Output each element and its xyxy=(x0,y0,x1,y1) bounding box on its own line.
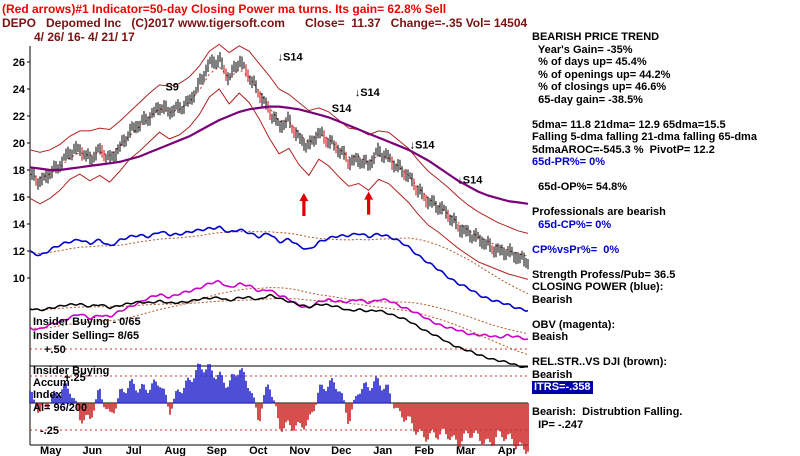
panel-line: % of days up= 45.4% xyxy=(532,56,647,68)
panel-line: CLOSING POWER (blue): xyxy=(532,281,664,293)
chart-title-line: DEPO Depomed Inc (C)2017 www.tigersoft.c… xyxy=(2,16,528,30)
panel-line: OBV (magenta): xyxy=(532,318,616,331)
panel-line xyxy=(532,194,800,207)
svg-text:Mar: Mar xyxy=(456,445,476,456)
closing-power-line xyxy=(29,225,529,312)
svg-text:Feb: Feb xyxy=(414,445,434,456)
svg-text:14: 14 xyxy=(13,219,26,231)
panel-line: CP%vsPr%= 0% xyxy=(532,243,620,256)
svg-text:16: 16 xyxy=(13,192,25,204)
panel-line: 5dma= 11.8 21dma= 12.9 65dma=15.5 xyxy=(532,118,726,131)
svg-text:24: 24 xyxy=(13,84,26,96)
panel-line: % of openings up= 44.2% xyxy=(532,68,671,81)
panel-line: IP= -.247 xyxy=(532,418,584,431)
panel-line: Falling 5-dma falling 21-dma falling 65-… xyxy=(532,131,757,143)
svg-text:26: 26 xyxy=(13,57,25,69)
price-bars xyxy=(29,51,529,270)
panel-line xyxy=(532,394,800,407)
svg-text:Jul: Jul xyxy=(126,445,142,456)
svg-text:Accum: Accum xyxy=(33,377,70,389)
rel-strength-line xyxy=(29,293,529,369)
panel-line: Year's Gain= -35% xyxy=(532,43,633,56)
panel-line: Beaish xyxy=(532,331,569,343)
obv-line xyxy=(29,279,529,341)
svg-text:Aug: Aug xyxy=(165,445,186,456)
panel-line xyxy=(532,256,800,269)
svg-text:+.50: +.50 xyxy=(44,344,66,356)
panel-line xyxy=(532,306,800,319)
svg-text:-.25: -.25 xyxy=(40,425,59,437)
svg-text:Dec: Dec xyxy=(331,445,351,456)
panel-line: 5dmaAROC=-545.3 % PivotP= 12.2 xyxy=(532,143,715,156)
red-up-arrow xyxy=(364,191,374,215)
dma65-line xyxy=(29,105,529,205)
svg-text:May: May xyxy=(40,445,62,456)
svg-text:18: 18 xyxy=(13,165,25,177)
panel-line xyxy=(532,106,800,119)
red-up-arrow xyxy=(299,192,309,216)
panel-line: 65d-OP%= 54.8% xyxy=(532,181,628,193)
svg-text:↓S14: ↓S14 xyxy=(278,52,304,64)
panel-line: REL.STR..VS DJI (brown): xyxy=(532,356,668,368)
date-range: 4/ 26/ 16- 4/ 21/ 17 xyxy=(34,30,135,44)
svg-text:Insider Selling= 8/65: Insider Selling= 8/65 xyxy=(33,330,139,342)
svg-text:Jan: Jan xyxy=(373,445,392,456)
axes: 26 24 22 20 18 16 14 12 10 May Jun Jul Aug Sep Oct Nov D… xyxy=(13,46,528,456)
svg-text:Insider Buying: Insider Buying xyxy=(33,365,109,377)
signal-indicator-line: (Red arrows)#1 Indicator=50-day Closing … xyxy=(2,2,447,16)
svg-text:Nov: Nov xyxy=(289,445,311,456)
svg-text:↓S14: ↓S14 xyxy=(355,87,381,99)
svg-text:22: 22 xyxy=(13,111,25,123)
chart-text-labels: Insider Buying - 0/65 Insider Selling= 8/… xyxy=(33,316,141,437)
svg-text:S9: S9 xyxy=(165,81,178,93)
ai-reference-lines xyxy=(30,348,528,431)
svg-text:Sep: Sep xyxy=(207,445,227,456)
panel-line: Bearish xyxy=(532,368,573,381)
svg-text:AI= 96/200: AI= 96/200 xyxy=(33,402,87,414)
panel-line: BEARISH PRICE TREND xyxy=(532,31,660,43)
svg-text:10: 10 xyxy=(13,273,25,285)
price-bands xyxy=(29,43,529,280)
svg-text:Apr: Apr xyxy=(498,445,518,456)
panel-line: 65-day gain= -38.5% xyxy=(532,93,643,106)
panel-line: % of closings up= 46.6% xyxy=(532,81,667,93)
panel-line: 65d-CP%= 0% xyxy=(532,218,612,231)
svg-text:Index: Index xyxy=(33,389,63,401)
svg-text:↓S14: ↓S14 xyxy=(409,139,435,151)
panel-line: Bearish xyxy=(532,293,573,306)
svg-text:Insider Buying - 0/65: Insider Buying - 0/65 xyxy=(33,316,141,328)
panel-line: Bearish: Distrubtion Falling. xyxy=(532,406,683,418)
svg-text:Jun: Jun xyxy=(82,445,102,456)
accum-histogram xyxy=(29,363,529,454)
panel-line xyxy=(532,344,800,357)
panel-line: Strength Profess/Pub= 36.5 xyxy=(532,268,676,281)
panel-line: Professionals are bearish xyxy=(532,206,666,218)
svg-text:+.25: +.25 xyxy=(64,372,86,384)
svg-text:↓S14: ↓S14 xyxy=(457,175,483,187)
svg-text:Oct: Oct xyxy=(249,445,268,456)
panel-line xyxy=(532,169,800,182)
svg-text:12: 12 xyxy=(13,246,25,258)
panel-line xyxy=(532,231,800,244)
statistics-panel: BEARISH PRICE TREND Year's Gain= -35% % … xyxy=(532,31,800,431)
svg-text:20: 20 xyxy=(13,138,25,150)
panel-line: ITRS=-.358 xyxy=(532,381,593,394)
svg-text:S14: S14 xyxy=(332,103,352,115)
panel-line: 65d-PR%= 0% xyxy=(532,156,606,168)
